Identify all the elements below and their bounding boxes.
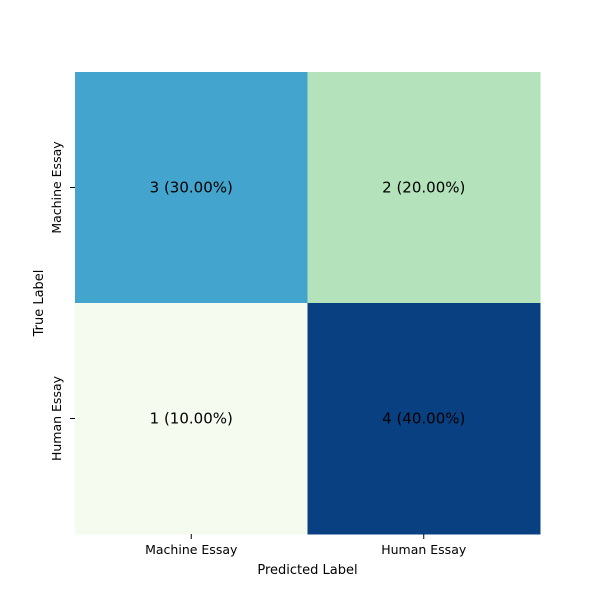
cell-label-r0-c1: 2 (20.00%): [382, 179, 465, 197]
y-axis: Machine Essay Human Essay: [49, 141, 75, 461]
heatmap-cell-r1-c0: [75, 303, 308, 535]
x-tick-label-0: Machine Essay: [145, 542, 238, 557]
heatmap-cell-r0-c1: [307, 72, 541, 304]
cell-label-r0-c0: 3 (30.00%): [150, 179, 233, 197]
cell-label-r1-c0: 1 (10.00%): [150, 410, 233, 428]
heatmap-cell-r1-c1: [307, 303, 541, 535]
x-tick-label-1: Human Essay: [381, 542, 467, 557]
cell-annotations: 3 (30.00%) 2 (20.00%) 1 (10.00%) 4 (40.00%): [150, 179, 466, 428]
y-tick-label-0: Machine Essay: [49, 141, 64, 234]
x-axis-title: Predicted Label: [257, 563, 357, 578]
y-tick-label-1: Human Essay: [49, 375, 64, 461]
x-axis: Machine Essay Human Essay: [145, 534, 467, 557]
cell-label-r1-c1: 4 (40.00%): [382, 410, 465, 428]
heatmap-cells: [75, 72, 541, 535]
heatmap-cell-r0-c0: [75, 72, 308, 304]
y-axis-title: True Label: [32, 270, 47, 338]
